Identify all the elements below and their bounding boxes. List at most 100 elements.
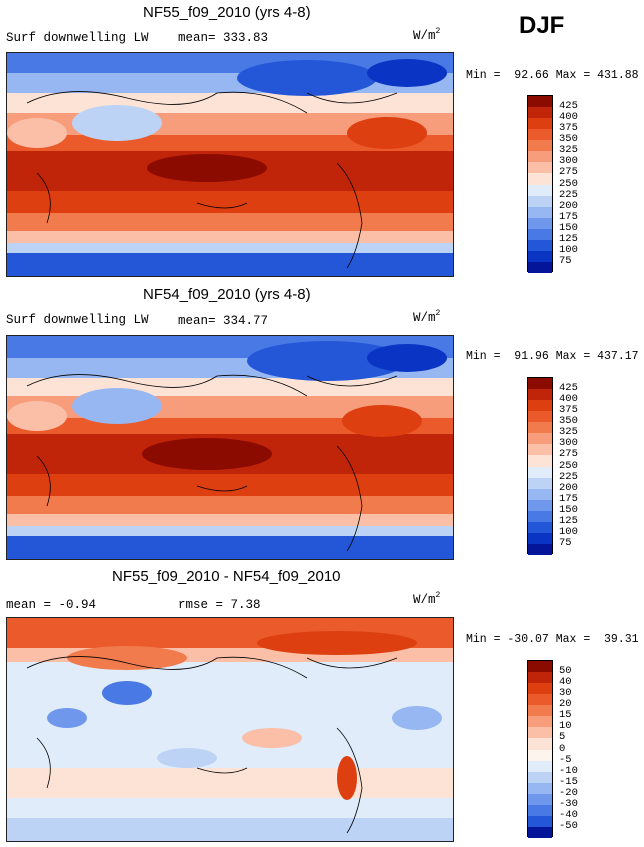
field-band [7, 496, 453, 514]
colorbar-swatch [528, 771, 552, 783]
panel2-field [7, 336, 453, 559]
colorbar-level-label: 200 [559, 481, 578, 494]
colorbar-level-label: 350 [559, 415, 578, 428]
colorbar-swatch [528, 422, 552, 434]
colorbar-level-label: 175 [559, 492, 578, 505]
colorbar-swatch [528, 705, 552, 717]
colorbar-swatch [528, 250, 552, 262]
colorbar-level-label: -5 [559, 753, 572, 766]
field-blob [67, 646, 187, 670]
colorbar-level-label: 400 [559, 111, 578, 124]
panel2-mean: mean= 334.77 [178, 314, 269, 328]
colorbar-swatch [528, 694, 552, 706]
colorbar-swatch [528, 400, 552, 412]
colorbar-swatch [528, 444, 552, 456]
field-blob [157, 748, 217, 768]
field-band [7, 243, 453, 253]
colorbar-swatch [528, 96, 552, 108]
field-blob [392, 706, 442, 730]
colorbar-level-label: 40 [559, 676, 572, 689]
colorbar-swatch [528, 532, 552, 544]
field-blob [367, 59, 447, 87]
field-band [7, 93, 453, 113]
colorbar-level-label: 425 [559, 100, 578, 113]
panel2-variable: Surf downwelling LW [6, 313, 149, 327]
colorbar-swatch [528, 727, 552, 739]
colorbar-level-label: 300 [559, 155, 578, 168]
colorbar-swatch [528, 804, 552, 816]
colorbar-level-label: 200 [559, 199, 578, 212]
colorbar-swatch [528, 749, 552, 761]
coastline [26, 374, 398, 552]
field-band [7, 526, 453, 536]
field-band [7, 536, 453, 559]
colorbar-level-label: 125 [559, 232, 578, 245]
panel2-units: W/m2 [413, 309, 441, 325]
panel3-units: W/m2 [413, 591, 441, 607]
colorbar-level-label: 150 [559, 503, 578, 516]
colorbar-swatch [528, 217, 552, 229]
field-band [7, 378, 453, 396]
field-blob [257, 631, 417, 655]
panel3-title: NF55_f09_2010 - NF54_f09_2010 [112, 568, 341, 585]
colorbar-swatch [528, 378, 552, 390]
colorbar-level-label: 10 [559, 720, 572, 733]
panel3-mean: mean = -0.94 [6, 598, 97, 612]
colorbar-swatch [528, 510, 552, 522]
field-blob [72, 388, 162, 424]
panel2-minmax: Min = 91.96 Max = 437.17 [466, 350, 639, 363]
colorbar-level-label: -30 [559, 797, 578, 810]
colorbar-level-label: 30 [559, 687, 572, 700]
field-band [7, 474, 453, 496]
colorbar-level-label: 425 [559, 382, 578, 395]
colorbar-level-label: -10 [559, 764, 578, 777]
colorbar-swatch [528, 195, 552, 207]
colorbar-level-label: 50 [559, 665, 572, 678]
colorbar-level-label: 300 [559, 437, 578, 450]
field-band [7, 514, 453, 526]
colorbar-swatch [528, 151, 552, 163]
field-blob [72, 105, 162, 141]
panel3-minmax: Min = -30.07 Max = 39.31 [466, 633, 639, 646]
colorbar-level-label: 250 [559, 459, 578, 472]
colorbar-level-label: 325 [559, 144, 578, 157]
field-band [7, 818, 453, 841]
colorbar-level-label: 15 [559, 709, 572, 722]
colorbar-level-label: 225 [559, 470, 578, 483]
colorbar-swatch [528, 162, 552, 174]
colorbar-swatch [528, 661, 552, 673]
colorbar-level-label: 225 [559, 188, 578, 201]
panel2-map [6, 335, 454, 560]
panel1-variable: Surf downwelling LW [6, 31, 149, 45]
panel2-colorbar [527, 377, 553, 555]
field-blob [242, 728, 302, 748]
field-blob [102, 681, 152, 705]
colorbar-swatch [528, 499, 552, 511]
field-blob [142, 438, 272, 470]
colorbar-swatch [528, 129, 552, 141]
colorbar-swatch [528, 261, 552, 273]
field-blob [147, 154, 267, 182]
colorbar-swatch [528, 206, 552, 218]
panel3-field [7, 618, 453, 841]
colorbar-level-label: 275 [559, 166, 578, 179]
colorbar-level-label: 75 [559, 254, 572, 267]
colorbar-swatch [528, 716, 552, 728]
colorbar-level-label: 400 [559, 393, 578, 406]
colorbar-level-label: -20 [559, 786, 578, 799]
colorbar-level-label: 325 [559, 426, 578, 439]
field-band [7, 253, 453, 276]
coastline [26, 91, 398, 269]
panel1-minmax: Min = 92.66 Max = 431.88 [466, 69, 639, 82]
colorbar-level-label: 100 [559, 525, 578, 538]
colorbar-swatch [528, 815, 552, 827]
colorbar-swatch [528, 455, 552, 467]
colorbar-swatch [528, 738, 552, 750]
colorbar-level-label: 5 [559, 731, 566, 744]
colorbar-swatch [528, 521, 552, 533]
colorbar-level-label: 0 [559, 742, 566, 755]
field-band [7, 231, 453, 243]
field-band [7, 213, 453, 231]
colorbar-level-label: 75 [559, 536, 572, 549]
colorbar-swatch [528, 239, 552, 251]
